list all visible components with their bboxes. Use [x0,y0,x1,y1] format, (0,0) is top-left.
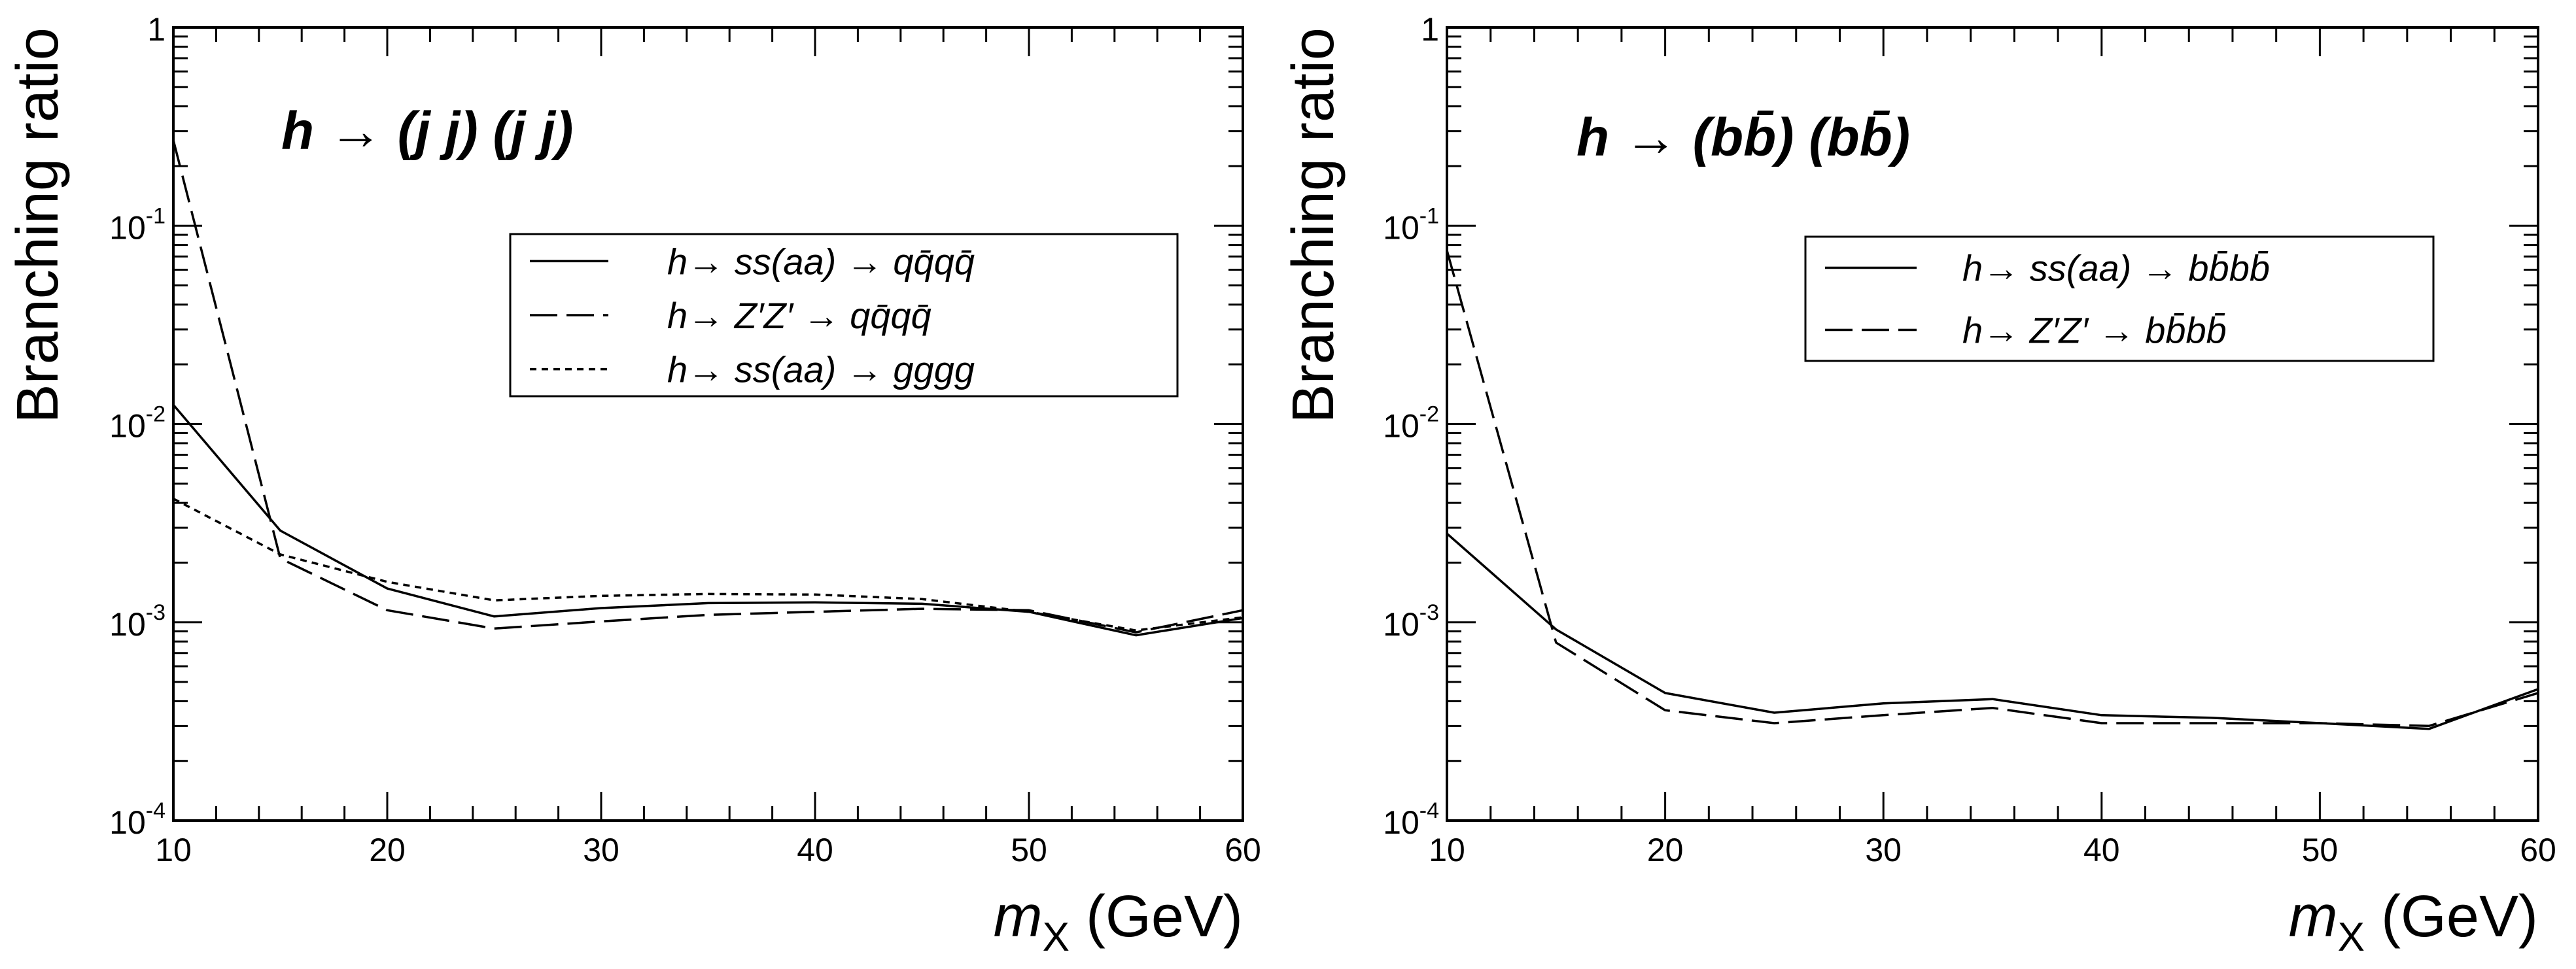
legend-box [509,233,1179,398]
x-tick-label: 10 [155,832,192,868]
y-tick-label: 10-2 [109,402,165,445]
x-tick-label: 40 [797,832,833,868]
x-tick-label: 10 [1429,832,1465,868]
y-axis-title: Branching ratio [1281,27,1346,423]
x-axis-ticks [172,27,1244,821]
panel-title: h → (bb̄) (bb̄) [1576,108,1910,167]
legend-label: h→ Z′Z′ → qq̄qq̄ [667,295,931,336]
y-tick-label: 10-1 [1383,203,1439,246]
x-tick-label: 20 [1647,832,1684,868]
y-axis-ticks [173,26,1243,822]
panel-title: h → (j j) (j j) [281,101,573,161]
legend-label: h→ ss(aa) → bb̄bb̄ [1962,248,2270,289]
legend: h→ ss(aa) → qq̄qq̄ h→ Z′Z′ → qq̄qq̄ h→ ss(… [509,233,1179,398]
x-tick-label: 50 [2302,832,2339,868]
y-tick-label: 10-4 [1383,798,1439,841]
x-tick-label: 30 [1865,832,1902,868]
x-tick-label: 50 [1011,832,1047,868]
y-tick-label: 10-4 [109,798,165,841]
x-tick-label: 40 [2083,832,2120,868]
x-tick-label: 30 [583,832,619,868]
y-tick-label: 10-1 [109,203,165,246]
x-axis-title: mX (GeV) [2289,884,2538,960]
legend: h→ ss(aa) → bb̄bb̄ h→ Z′Z′ → bb̄bb̄ [1804,235,2435,362]
series-line-dashed [1446,250,2539,728]
y-tick-label: 1 [147,11,165,48]
x-tick-label: 20 [369,832,406,868]
y-tick-label: 1 [1421,11,1439,48]
series-line-dotted [173,498,1244,632]
legend-label: h→ ss(aa) → qq̄qq̄ [667,241,975,282]
y-tick-label: 10-3 [109,600,165,643]
chart-panel-2: 10 20 30 40 50 60 1 10-1 10-2 10-3 10-4 mX (GeV) Bra… [1281,11,2556,960]
legend-label: h→ ss(aa) → gggg [667,349,975,390]
y-tick-label: 10-3 [1383,600,1439,643]
x-tick-label: 60 [1225,832,1261,868]
legend-box [1804,235,2435,362]
x-axis-title: mX (GeV) [994,884,1243,960]
x-axis-ticks [1446,27,2539,821]
y-tick-label: 10-2 [1383,402,1439,445]
series-line-solid [172,403,1244,637]
x-tick-label: 60 [2520,832,2556,868]
y-axis-ticks [1447,26,2538,822]
legend-label: h→ Z′Z′ → bb̄bb̄ [1962,310,2227,351]
chart-panel-1: 10 20 30 40 50 60 1 10-1 10-2 10-3 10-4 mX (GeV) Bra… [5,11,1261,960]
y-axis-title: Branching ratio [5,27,71,423]
